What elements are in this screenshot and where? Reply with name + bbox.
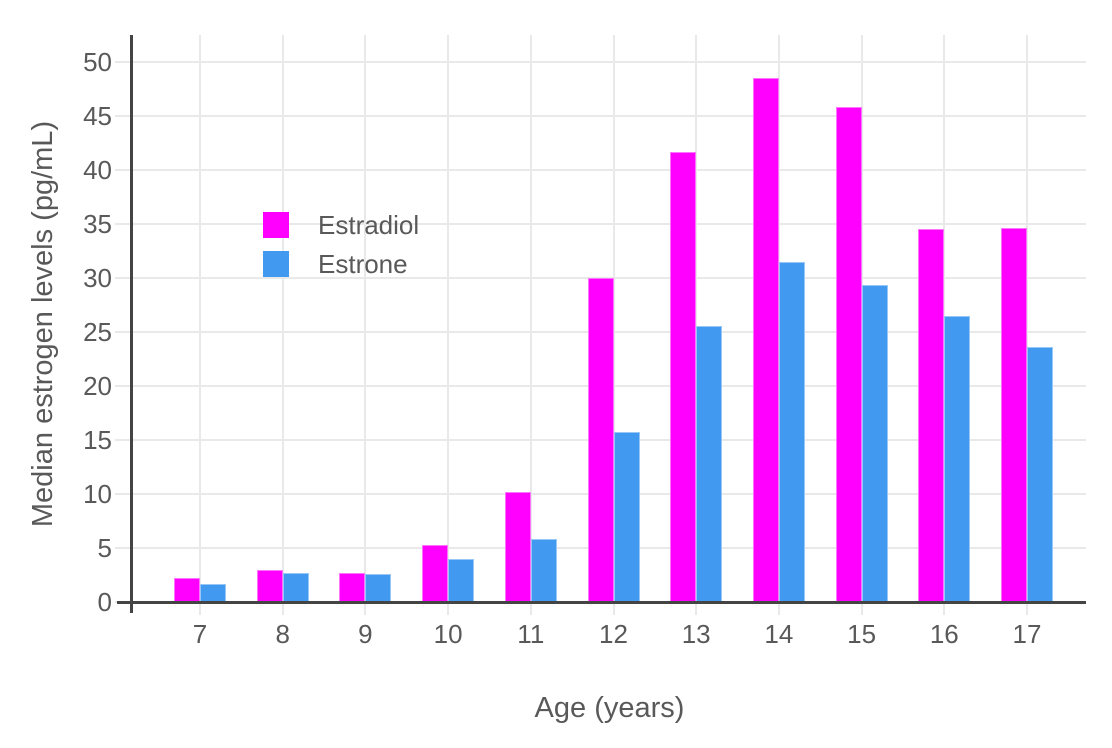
- bar-estradiol-age-17: [1001, 227, 1027, 602]
- bar-estradiol-age-7: [174, 578, 200, 602]
- y-tick-label: 40: [83, 154, 112, 185]
- y-tick-label: 5: [97, 532, 112, 563]
- legend-item-estrone[interactable]: Estrone: [263, 250, 419, 278]
- bar-estradiol-age-8: [256, 569, 283, 602]
- y-tick-label: 20: [83, 370, 112, 401]
- legend: Estradiol Estrone: [263, 211, 419, 289]
- y-tick-mark: [115, 222, 131, 225]
- x-axis-title: Age (years): [534, 692, 685, 724]
- y-tick-mark: [115, 114, 131, 117]
- bar-estradiol-age-16: [918, 229, 945, 602]
- y-tick-label: 45: [83, 100, 112, 131]
- gridline-horizontal: [133, 222, 1086, 225]
- legend-label-estradiol: Estradiol: [318, 210, 420, 240]
- y-tick-label: 35: [83, 208, 112, 239]
- bar-estradiol-age-14: [752, 77, 779, 602]
- y-tick-mark: [115, 492, 131, 495]
- gridline-horizontal: [133, 114, 1086, 117]
- x-tick-label: 13: [681, 619, 711, 649]
- gridline-vertical: [612, 35, 615, 602]
- bar-estrone-age-12: [613, 432, 640, 602]
- y-tick-mark: [115, 330, 131, 333]
- x-tick-mark: [281, 604, 284, 615]
- gridline-vertical: [447, 35, 450, 602]
- gridline-vertical: [695, 35, 698, 602]
- x-axis-line: [117, 601, 1086, 604]
- x-tick-mark: [695, 604, 698, 615]
- bar-estradiol-age-9: [339, 572, 366, 602]
- bar-estrone-age-13: [696, 326, 723, 602]
- y-tick-mark: [115, 168, 131, 171]
- x-tick-mark: [529, 604, 532, 615]
- y-tick-label: 25: [83, 316, 112, 347]
- x-tick-mark: [447, 604, 450, 615]
- bar-estradiol-age-15: [835, 106, 862, 602]
- y-axis-line: [130, 35, 133, 613]
- bar-estrone-age-9: [365, 573, 392, 602]
- x-tick-mark: [199, 604, 201, 615]
- x-tick-label: 7: [192, 619, 208, 649]
- x-tick-mark: [777, 604, 780, 615]
- x-tick-label: 15: [847, 619, 877, 649]
- gridline-vertical: [364, 35, 367, 602]
- bar-estrone-age-8: [282, 572, 309, 602]
- estrone-swatch-icon: [263, 251, 289, 277]
- bar-estrone-age-10: [448, 558, 475, 602]
- plot-area: 0 5 10 15 20 25 30 35 40 45 50 7 8 9 10 11 12 13 14 15 16 17: [83, 35, 1086, 649]
- bar-estradiol-age-12: [587, 277, 614, 602]
- y-tick-mark: [115, 384, 131, 387]
- x-tick-label: 11: [517, 619, 545, 649]
- y-tick-label: 15: [83, 424, 112, 455]
- y-tick-label: 10: [83, 478, 112, 509]
- x-tick-label: 17: [1012, 619, 1042, 649]
- x-tick-label: 12: [599, 619, 628, 649]
- y-tick-mark: [115, 546, 131, 549]
- x-tick-label: 16: [929, 619, 959, 649]
- x-tick-label: 14: [764, 619, 794, 649]
- bar-estrone-age-17: [1027, 346, 1053, 602]
- bar-estrone-age-14: [778, 261, 805, 602]
- y-tick-label: 50: [83, 46, 112, 77]
- x-tick-mark: [364, 604, 367, 615]
- x-tick-mark: [943, 604, 946, 615]
- x-tick-label: 9: [358, 619, 373, 649]
- legend-item-estradiol[interactable]: Estradiol: [263, 211, 419, 239]
- bar-estrone-age-15: [861, 285, 888, 602]
- y-tick-label: 30: [83, 262, 112, 293]
- y-tick-mark: [115, 276, 131, 279]
- bar-estradiol-age-13: [670, 152, 697, 602]
- y-tick-mark: [115, 60, 131, 63]
- gridline-horizontal: [133, 168, 1086, 171]
- legend-label-estrone: Estrone: [318, 249, 408, 279]
- bar-estrone-age-16: [944, 315, 971, 602]
- x-tick-label: 10: [433, 619, 463, 649]
- gridline-vertical: [199, 35, 201, 602]
- x-tick-mark: [612, 604, 615, 615]
- x-tick-mark: [1026, 604, 1028, 615]
- estradiol-swatch-icon: [263, 212, 289, 238]
- x-tick-label: 8: [275, 619, 290, 649]
- bar-estradiol-age-10: [422, 544, 449, 602]
- bar-estrone-age-7: [200, 583, 226, 602]
- bar-estradiol-age-11: [504, 491, 531, 602]
- gridline-vertical: [529, 35, 532, 602]
- gridline-vertical: [1026, 35, 1028, 602]
- x-tick-mark: [860, 604, 863, 615]
- gridline-horizontal: [133, 60, 1086, 63]
- y-tick-mark: [115, 438, 131, 441]
- gridline-vertical: [281, 35, 284, 602]
- bar-estrone-age-11: [530, 539, 557, 602]
- y-tick-label: 0: [97, 587, 112, 617]
